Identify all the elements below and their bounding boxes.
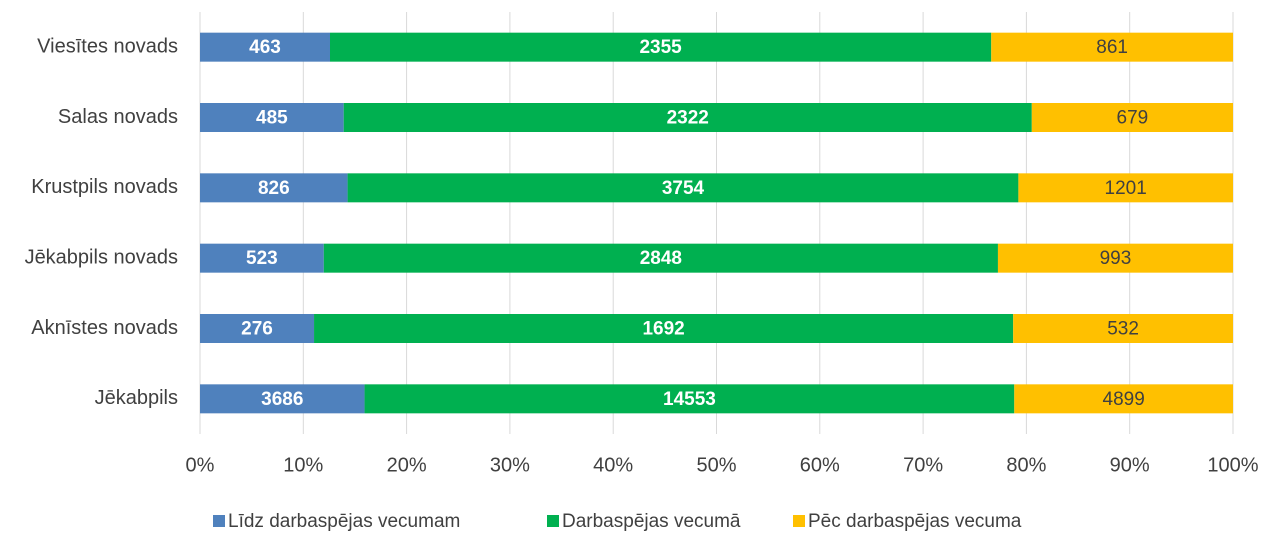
legend-label: Darbaspējas vecumā bbox=[562, 511, 741, 532]
x-tick-label: 30% bbox=[490, 454, 530, 476]
value-label: 3754 bbox=[662, 178, 705, 199]
value-label: 2322 bbox=[667, 108, 709, 129]
value-label: 4899 bbox=[1103, 389, 1145, 410]
value-label: 2355 bbox=[639, 37, 682, 58]
bar-segment bbox=[364, 384, 1015, 414]
bar-segment bbox=[200, 243, 324, 273]
bar-segment bbox=[991, 32, 1233, 62]
x-tick-label: 50% bbox=[696, 454, 736, 476]
value-label: 679 bbox=[1117, 108, 1149, 129]
legend-swatch bbox=[213, 515, 225, 527]
value-label: 1692 bbox=[642, 319, 684, 340]
value-label: 485 bbox=[256, 108, 288, 129]
legend-label: Līdz darbaspējas vecumam bbox=[228, 511, 460, 532]
x-tick-label: 40% bbox=[593, 454, 633, 476]
y-tick-label: Jēkabpils novads bbox=[25, 246, 178, 268]
bar-segment bbox=[347, 173, 1019, 203]
value-label: 861 bbox=[1096, 37, 1128, 58]
bar-segment bbox=[343, 103, 1032, 132]
x-tick-label: 0% bbox=[186, 454, 215, 476]
bar-segment bbox=[997, 243, 1233, 273]
bar-segment bbox=[200, 103, 344, 132]
bar-segment bbox=[200, 384, 365, 414]
value-label: 993 bbox=[1100, 248, 1132, 269]
bar-segment bbox=[1018, 173, 1233, 203]
bar-segment bbox=[1031, 103, 1233, 132]
value-label: 14553 bbox=[663, 389, 716, 410]
value-label: 826 bbox=[258, 178, 290, 199]
x-tick-label: 10% bbox=[283, 454, 323, 476]
bar-segment bbox=[323, 243, 998, 273]
y-tick-label: Viesītes novads bbox=[37, 35, 178, 57]
value-label: 276 bbox=[241, 319, 273, 340]
bar-segment bbox=[1014, 384, 1233, 414]
legend-swatch bbox=[793, 515, 805, 527]
legend-label: Pēc darbaspējas vecuma bbox=[808, 511, 1022, 532]
bar-segment bbox=[1013, 314, 1233, 343]
y-tick-label: Aknīstes novads bbox=[31, 317, 178, 339]
value-label: 523 bbox=[246, 248, 278, 269]
x-tick-label: 90% bbox=[1110, 454, 1150, 476]
bar-segment bbox=[200, 314, 315, 343]
x-tick-label: 60% bbox=[800, 454, 840, 476]
value-label: 3686 bbox=[261, 389, 303, 410]
x-tick-label: 80% bbox=[1006, 454, 1046, 476]
y-tick-label: Salas novads bbox=[58, 106, 178, 128]
value-label: 2848 bbox=[640, 248, 682, 269]
value-label: 463 bbox=[249, 37, 281, 58]
bar-segment bbox=[314, 314, 1014, 343]
bar-segment bbox=[200, 32, 331, 62]
x-tick-label: 70% bbox=[903, 454, 943, 476]
y-tick-label: Jēkabpils bbox=[95, 387, 178, 409]
x-tick-label: 100% bbox=[1207, 454, 1258, 476]
x-tick-label: 20% bbox=[387, 454, 427, 476]
bar-segment bbox=[200, 173, 348, 203]
y-tick-label: Krustpils novads bbox=[31, 176, 178, 198]
value-label: 1201 bbox=[1105, 178, 1147, 199]
value-label: 532 bbox=[1107, 319, 1139, 340]
bar-segment bbox=[330, 32, 992, 62]
legend-swatch bbox=[547, 515, 559, 527]
